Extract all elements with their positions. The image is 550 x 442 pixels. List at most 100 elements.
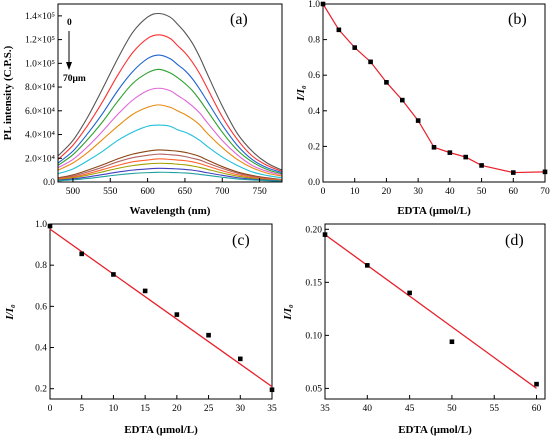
panel-d: 35 40 45 50 55 60 0.05 0.10 0.15 0.20 (d) EDTA (μ… xyxy=(282,223,546,436)
panel-b-plot xyxy=(320,1,548,175)
spectrum-line-6 xyxy=(57,124,283,179)
panel-a: 500 550 600 650 700 750 0.0 2.0×10⁴ 4.0×10⁴ 6.0×1… xyxy=(2,3,283,217)
panel-b-xtick-label: 50 xyxy=(477,187,487,197)
data-point xyxy=(407,290,412,296)
panel-c-xtick-label: 10 xyxy=(109,404,119,414)
panel-a-label: (a) xyxy=(230,11,248,28)
data-point xyxy=(111,272,116,277)
panel-a-frame xyxy=(57,3,283,183)
panel-b-ylabel: I/I₀ xyxy=(295,85,307,102)
spectrum-line-9 xyxy=(57,158,283,181)
panel-b-xtick-label: 0 xyxy=(321,187,326,197)
panel-c-label: (c) xyxy=(232,232,250,249)
data-point xyxy=(320,1,326,7)
panel-c-xtick-label: 20 xyxy=(172,404,182,414)
annotation-top: 0 xyxy=(67,18,72,28)
fit-line xyxy=(49,228,273,388)
spectrum-line-2 xyxy=(57,54,283,174)
data-point xyxy=(352,45,358,50)
panel-b-ytick-label: 0.0 xyxy=(308,178,320,188)
panel-a-xtick-label: 550 xyxy=(103,187,118,197)
spectrum-line-10 xyxy=(57,162,283,182)
panel-c-ytick-label: 1.0 xyxy=(35,220,47,230)
spectrum-line-3 xyxy=(57,68,283,175)
panel-b-ytick-label: 0.2 xyxy=(308,142,320,152)
panel-d-label: (d) xyxy=(505,232,524,249)
data-point xyxy=(79,251,85,257)
panel-c-ytick-label: 0.6 xyxy=(35,302,47,312)
panel-a-ytick-label: 8.0×10⁴ xyxy=(25,83,56,93)
panel-a-ylabel: PL intensity (C.P.S.) xyxy=(2,45,14,140)
panel-a-xlabel: Wavelength (nm) xyxy=(130,205,211,217)
panel-b-xtick-label: 60 xyxy=(509,187,519,197)
annotation-arrowhead xyxy=(66,62,72,70)
panel-d-ytick-label: 0.15 xyxy=(305,278,322,288)
panel-d-frame xyxy=(324,223,546,400)
panel-b-xtick-label: 10 xyxy=(350,187,360,197)
data-point xyxy=(542,169,548,175)
panel-d-ytick-label: 0.10 xyxy=(305,331,322,341)
panel-c-ticks: 0 5 10 15 20 25 30 35 0.2 0.4 0.6 0.8 1.0 xyxy=(35,220,277,414)
panel-c-ylabel: I/I₀ xyxy=(4,304,16,321)
panel-a-xtick-label: 600 xyxy=(140,187,155,197)
panel-c-xtick-label: 35 xyxy=(267,404,277,414)
panel-c-xtick-label: 30 xyxy=(236,404,246,414)
panel-a-ytick-label: 2.0×10⁴ xyxy=(25,154,56,164)
panel-a-ytick-label: 4.0×10⁴ xyxy=(25,131,56,141)
panel-c-xtick-label: 25 xyxy=(204,404,214,414)
panel-d-xtick-label: 35 xyxy=(320,404,330,414)
data-point xyxy=(384,80,389,85)
spectrum-line-7 xyxy=(57,149,283,181)
panel-a-xtick-label: 750 xyxy=(252,187,267,197)
spectrum-line-11 xyxy=(57,167,283,182)
panel-d-xtick-label: 50 xyxy=(447,404,457,414)
panel-d-plot xyxy=(322,232,539,389)
panel-b-label: (b) xyxy=(508,11,527,28)
data-point xyxy=(206,332,211,338)
panel-b-xtick-label: 70 xyxy=(540,187,550,197)
panel-c-xlabel: EDTA (μmol/L) xyxy=(124,424,198,436)
panel-b-xtick-label: 30 xyxy=(413,187,423,197)
panel-a-ticks: 500 550 600 650 700 750 0.0 2.0×10⁴ 4.0×10⁴ 6.0×1… xyxy=(25,12,267,197)
panel-b-frame xyxy=(322,3,546,183)
panel-d-ylabel: I/I₀ xyxy=(282,304,294,321)
data-point xyxy=(47,223,53,229)
panel-b-xtick-label: 20 xyxy=(382,187,392,197)
panel-d-xtick-label: 60 xyxy=(532,404,542,414)
data-point xyxy=(431,144,437,150)
panel-d-xtick-label: 45 xyxy=(405,404,415,414)
panel-c-xtick-label: 5 xyxy=(79,404,84,414)
data-point xyxy=(449,339,455,345)
data-point xyxy=(368,59,373,65)
spectrum-line-1 xyxy=(57,34,283,172)
data-point xyxy=(174,312,180,317)
panel-c-ytick-label: 0.8 xyxy=(35,261,47,271)
spectrum-line-5 xyxy=(57,104,283,177)
panel-d-xlabel: EDTA (μmol/L) xyxy=(398,424,472,436)
data-point xyxy=(447,150,453,155)
data-point xyxy=(463,154,469,160)
panel-a-xtick-label: 500 xyxy=(66,187,81,197)
panel-c-xtick-label: 0 xyxy=(48,404,53,414)
panel-c-plot xyxy=(47,223,275,393)
data-point xyxy=(322,232,328,237)
panel-b-ytick-label: 1.0 xyxy=(308,0,320,10)
panel-a-xtick-label: 700 xyxy=(215,187,230,197)
data-point xyxy=(142,288,148,294)
annotation-bottom: 70μm xyxy=(63,74,86,84)
data-point xyxy=(269,387,275,393)
panel-c-ytick-label: 0.4 xyxy=(35,344,47,354)
panel-a-ytick-label: 6.0×10⁴ xyxy=(25,107,56,117)
data-point xyxy=(479,163,484,168)
panel-a-ytick-label: 1.2×10⁵ xyxy=(25,36,55,46)
fit-line xyxy=(324,234,537,389)
panel-b-ytick-label: 0.8 xyxy=(308,36,320,46)
panel-c-xtick-label: 15 xyxy=(140,404,150,414)
panel-d-xtick-label: 55 xyxy=(489,404,499,414)
panel-d-xtick-label: 40 xyxy=(363,404,373,414)
data-point xyxy=(399,97,405,103)
data-point xyxy=(336,27,342,33)
panel-d-ytick-label: 0.05 xyxy=(305,384,322,394)
panel-a-series xyxy=(57,12,283,182)
